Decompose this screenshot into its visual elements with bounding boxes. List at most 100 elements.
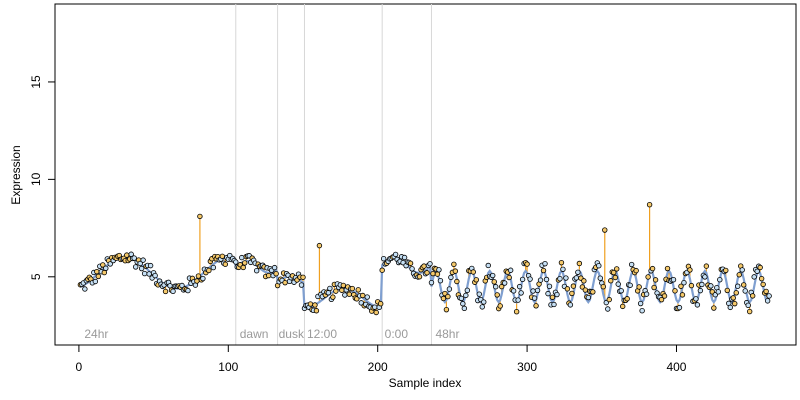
- outlier-point: [724, 287, 730, 294]
- data-point: [596, 263, 602, 269]
- outlier-point: [688, 282, 695, 289]
- data-point: [481, 299, 487, 305]
- region-dividers: [235, 4, 432, 345]
- outlier-point: [222, 261, 229, 267]
- outlier-point: [355, 287, 361, 293]
- data-point: [751, 274, 757, 280]
- outlier-point: [206, 267, 212, 274]
- outlier-point: [569, 290, 575, 297]
- outlier-point: [608, 278, 614, 284]
- data-point: [551, 301, 557, 308]
- outlier-point: [711, 305, 717, 311]
- data-point: [372, 304, 378, 310]
- outlier-point: [649, 265, 656, 272]
- data-point: [327, 285, 333, 292]
- data-point: [697, 287, 704, 294]
- outlier-point: [636, 284, 642, 290]
- outlier-point: [612, 274, 618, 281]
- outlier-point: [611, 269, 617, 276]
- data-point: [92, 278, 99, 285]
- y-tick-label: 15: [29, 75, 43, 89]
- outlier-point: [746, 308, 753, 315]
- outlier-point: [524, 261, 530, 267]
- outlier-point: [377, 301, 384, 307]
- data-point: [735, 283, 741, 289]
- outlier-point: [421, 263, 427, 269]
- data-point: [427, 261, 433, 267]
- data-point: [146, 271, 152, 277]
- outlier-point: [633, 267, 639, 274]
- outlier-point: [678, 283, 684, 289]
- data-point: [546, 283, 553, 290]
- outlier-point: [757, 264, 763, 271]
- data-point: [702, 274, 708, 280]
- outlier-point: [100, 262, 106, 268]
- data-point: [676, 304, 683, 311]
- x-tick-label: 200: [368, 360, 388, 374]
- data-point: [137, 260, 143, 267]
- outlier-point: [513, 308, 520, 315]
- y-tick-label: 10: [29, 172, 43, 186]
- outlier-point: [730, 295, 736, 301]
- outlier-point: [282, 279, 288, 286]
- data-point: [537, 277, 544, 283]
- data-point: [694, 302, 701, 308]
- data-point: [271, 264, 278, 271]
- region-labels: 24hr dawn dusk 12:00 0:00 48hr: [84, 327, 459, 341]
- data-point: [530, 288, 536, 294]
- data-point: [510, 288, 517, 294]
- outlier-point: [197, 213, 203, 220]
- outlier-point: [360, 292, 366, 299]
- outlier-point: [533, 303, 539, 309]
- data-point: [437, 278, 444, 284]
- outlier-point: [760, 281, 766, 288]
- outlier-point: [736, 272, 742, 278]
- outlier-point: [624, 296, 630, 302]
- data-point: [717, 277, 723, 283]
- outlier-point: [549, 294, 556, 300]
- data-point: [727, 304, 733, 311]
- outlier-point: [672, 288, 678, 294]
- outlier-point: [339, 287, 345, 293]
- data-point: [507, 267, 514, 273]
- outlier-point: [741, 282, 747, 288]
- data-point: [527, 276, 533, 282]
- y-axis: 5 10 15: [29, 75, 56, 280]
- outlier-point: [379, 267, 385, 273]
- outlier-point: [652, 277, 659, 283]
- data-point: [745, 302, 751, 309]
- data-point: [490, 272, 496, 279]
- outlier-point: [497, 303, 503, 309]
- outlier-point: [540, 267, 547, 274]
- outlier-point: [316, 242, 323, 249]
- data-point: [460, 301, 466, 307]
- data-point: [739, 267, 745, 273]
- outlier-point: [606, 296, 612, 303]
- outlier-point: [564, 286, 571, 292]
- x-tick-label: 400: [666, 360, 686, 374]
- outlier-point: [219, 253, 226, 259]
- outlier-point: [570, 283, 577, 289]
- region-label: 24hr: [84, 327, 108, 341]
- data-point: [615, 281, 621, 287]
- x-axis: 0 100 200 300 400: [76, 344, 687, 374]
- outlier-point: [614, 266, 620, 272]
- outlier-point: [732, 300, 738, 307]
- data-point: [253, 267, 260, 274]
- data-point: [409, 266, 415, 272]
- data-point: [464, 287, 471, 294]
- outlier-point: [162, 288, 169, 295]
- data-point: [210, 264, 217, 271]
- outlier-point: [440, 295, 447, 302]
- outlier-point: [424, 270, 430, 276]
- data-point: [392, 251, 399, 258]
- data-point: [82, 286, 88, 292]
- data-point: [637, 300, 644, 307]
- data-point: [463, 292, 469, 299]
- data-point: [132, 264, 139, 270]
- outlier-point: [407, 260, 414, 266]
- data-point: [325, 290, 332, 296]
- outlier-point: [473, 277, 479, 283]
- data-point: [766, 293, 772, 299]
